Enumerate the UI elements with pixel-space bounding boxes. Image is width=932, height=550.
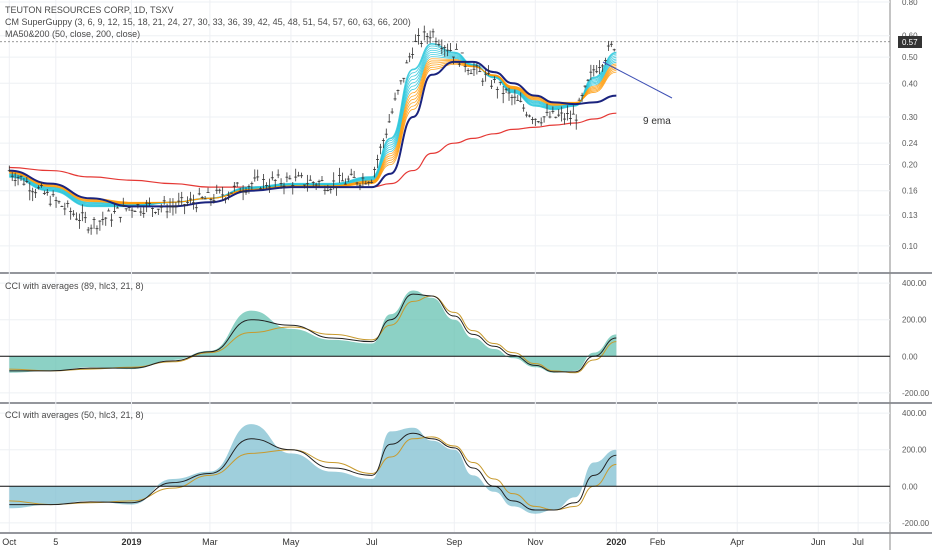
last-price-badge bbox=[898, 36, 922, 48]
y-tick-label: -200.00 bbox=[902, 389, 930, 398]
x-tick-label: Jun bbox=[811, 537, 826, 547]
y-tick-label: 0.30 bbox=[902, 113, 918, 122]
y-axis[interactable]: 0.800.600.500.400.300.240.200.160.130.10… bbox=[902, 0, 930, 528]
x-tick-label: Apr bbox=[730, 537, 744, 547]
y-tick-label: 0.13 bbox=[902, 211, 918, 220]
y-tick-label: 0.10 bbox=[902, 242, 918, 251]
cci-area bbox=[9, 424, 617, 514]
trendline bbox=[602, 61, 673, 99]
y-tick-label: 200.00 bbox=[902, 446, 927, 455]
y-tick-label: 400.00 bbox=[902, 279, 927, 288]
ma50-line bbox=[9, 60, 617, 208]
x-tick-label: Jul bbox=[852, 537, 864, 547]
y-tick-label: 0.40 bbox=[902, 79, 918, 88]
y-tick-label: 400.00 bbox=[902, 409, 927, 418]
x-tick-label: 2020 bbox=[606, 537, 626, 547]
y-tick-label: -200.00 bbox=[902, 519, 930, 528]
x-tick-label: Jul bbox=[366, 537, 378, 547]
x-tick-label: Sep bbox=[446, 537, 462, 547]
cci-avg-8-line bbox=[9, 432, 617, 511]
last-price-value: 0.57 bbox=[902, 38, 918, 47]
candle-layer bbox=[7, 25, 616, 235]
y-tick-label: 0.20 bbox=[902, 161, 918, 170]
ma200-line bbox=[9, 112, 617, 188]
y-tick-label: 0.16 bbox=[902, 187, 918, 196]
y-tick-label: 200.00 bbox=[902, 316, 927, 325]
cci-panel-1 bbox=[0, 282, 890, 394]
indicator-guppy-label[interactable]: CM SuperGuppy (3, 6, 9, 12, 15, 18, 21, … bbox=[5, 17, 411, 27]
chart-title: TEUTON RESOURCES CORP, 1D, TSXV bbox=[5, 5, 174, 15]
x-tick-label: Mar bbox=[202, 537, 218, 547]
cci-avg-8-line bbox=[9, 293, 617, 373]
ma50-layer bbox=[9, 60, 617, 208]
trendline-layer bbox=[602, 61, 673, 99]
y-tick-label: 0.00 bbox=[902, 482, 918, 491]
x-tick-label: May bbox=[282, 537, 300, 547]
y-tick-label: 0.00 bbox=[902, 352, 918, 361]
y-tick-label: 0.80 bbox=[902, 0, 918, 7]
x-tick-label: 5 bbox=[53, 537, 58, 547]
y-tick-label: 0.50 bbox=[902, 53, 918, 62]
ma200-layer bbox=[9, 112, 617, 188]
x-tick-label: 2019 bbox=[121, 537, 141, 547]
indicator-ma-label[interactable]: MA50&200 (50, close, 200, close) bbox=[5, 29, 140, 39]
cci-avg-21-line bbox=[9, 436, 617, 511]
x-tick-label: Nov bbox=[527, 537, 544, 547]
x-tick-label: Feb bbox=[650, 537, 666, 547]
cci-2-label[interactable]: CCI with averages (50, hlc3, 21, 8) bbox=[5, 410, 144, 420]
cci-area bbox=[9, 290, 617, 373]
cci-1-label[interactable]: CCI with averages (89, hlc3, 21, 8) bbox=[5, 281, 144, 291]
x-axis[interactable]: Oct 5 2019 Mar May Jul Sep Nov 2020 Feb Apr Jun Jul bbox=[2, 537, 864, 547]
cci-panel-2 bbox=[0, 412, 890, 524]
y-tick-label: 0.24 bbox=[902, 139, 918, 148]
x-tick-label: Oct bbox=[2, 537, 17, 547]
annotation-9-ema: 9 ema bbox=[643, 116, 671, 127]
